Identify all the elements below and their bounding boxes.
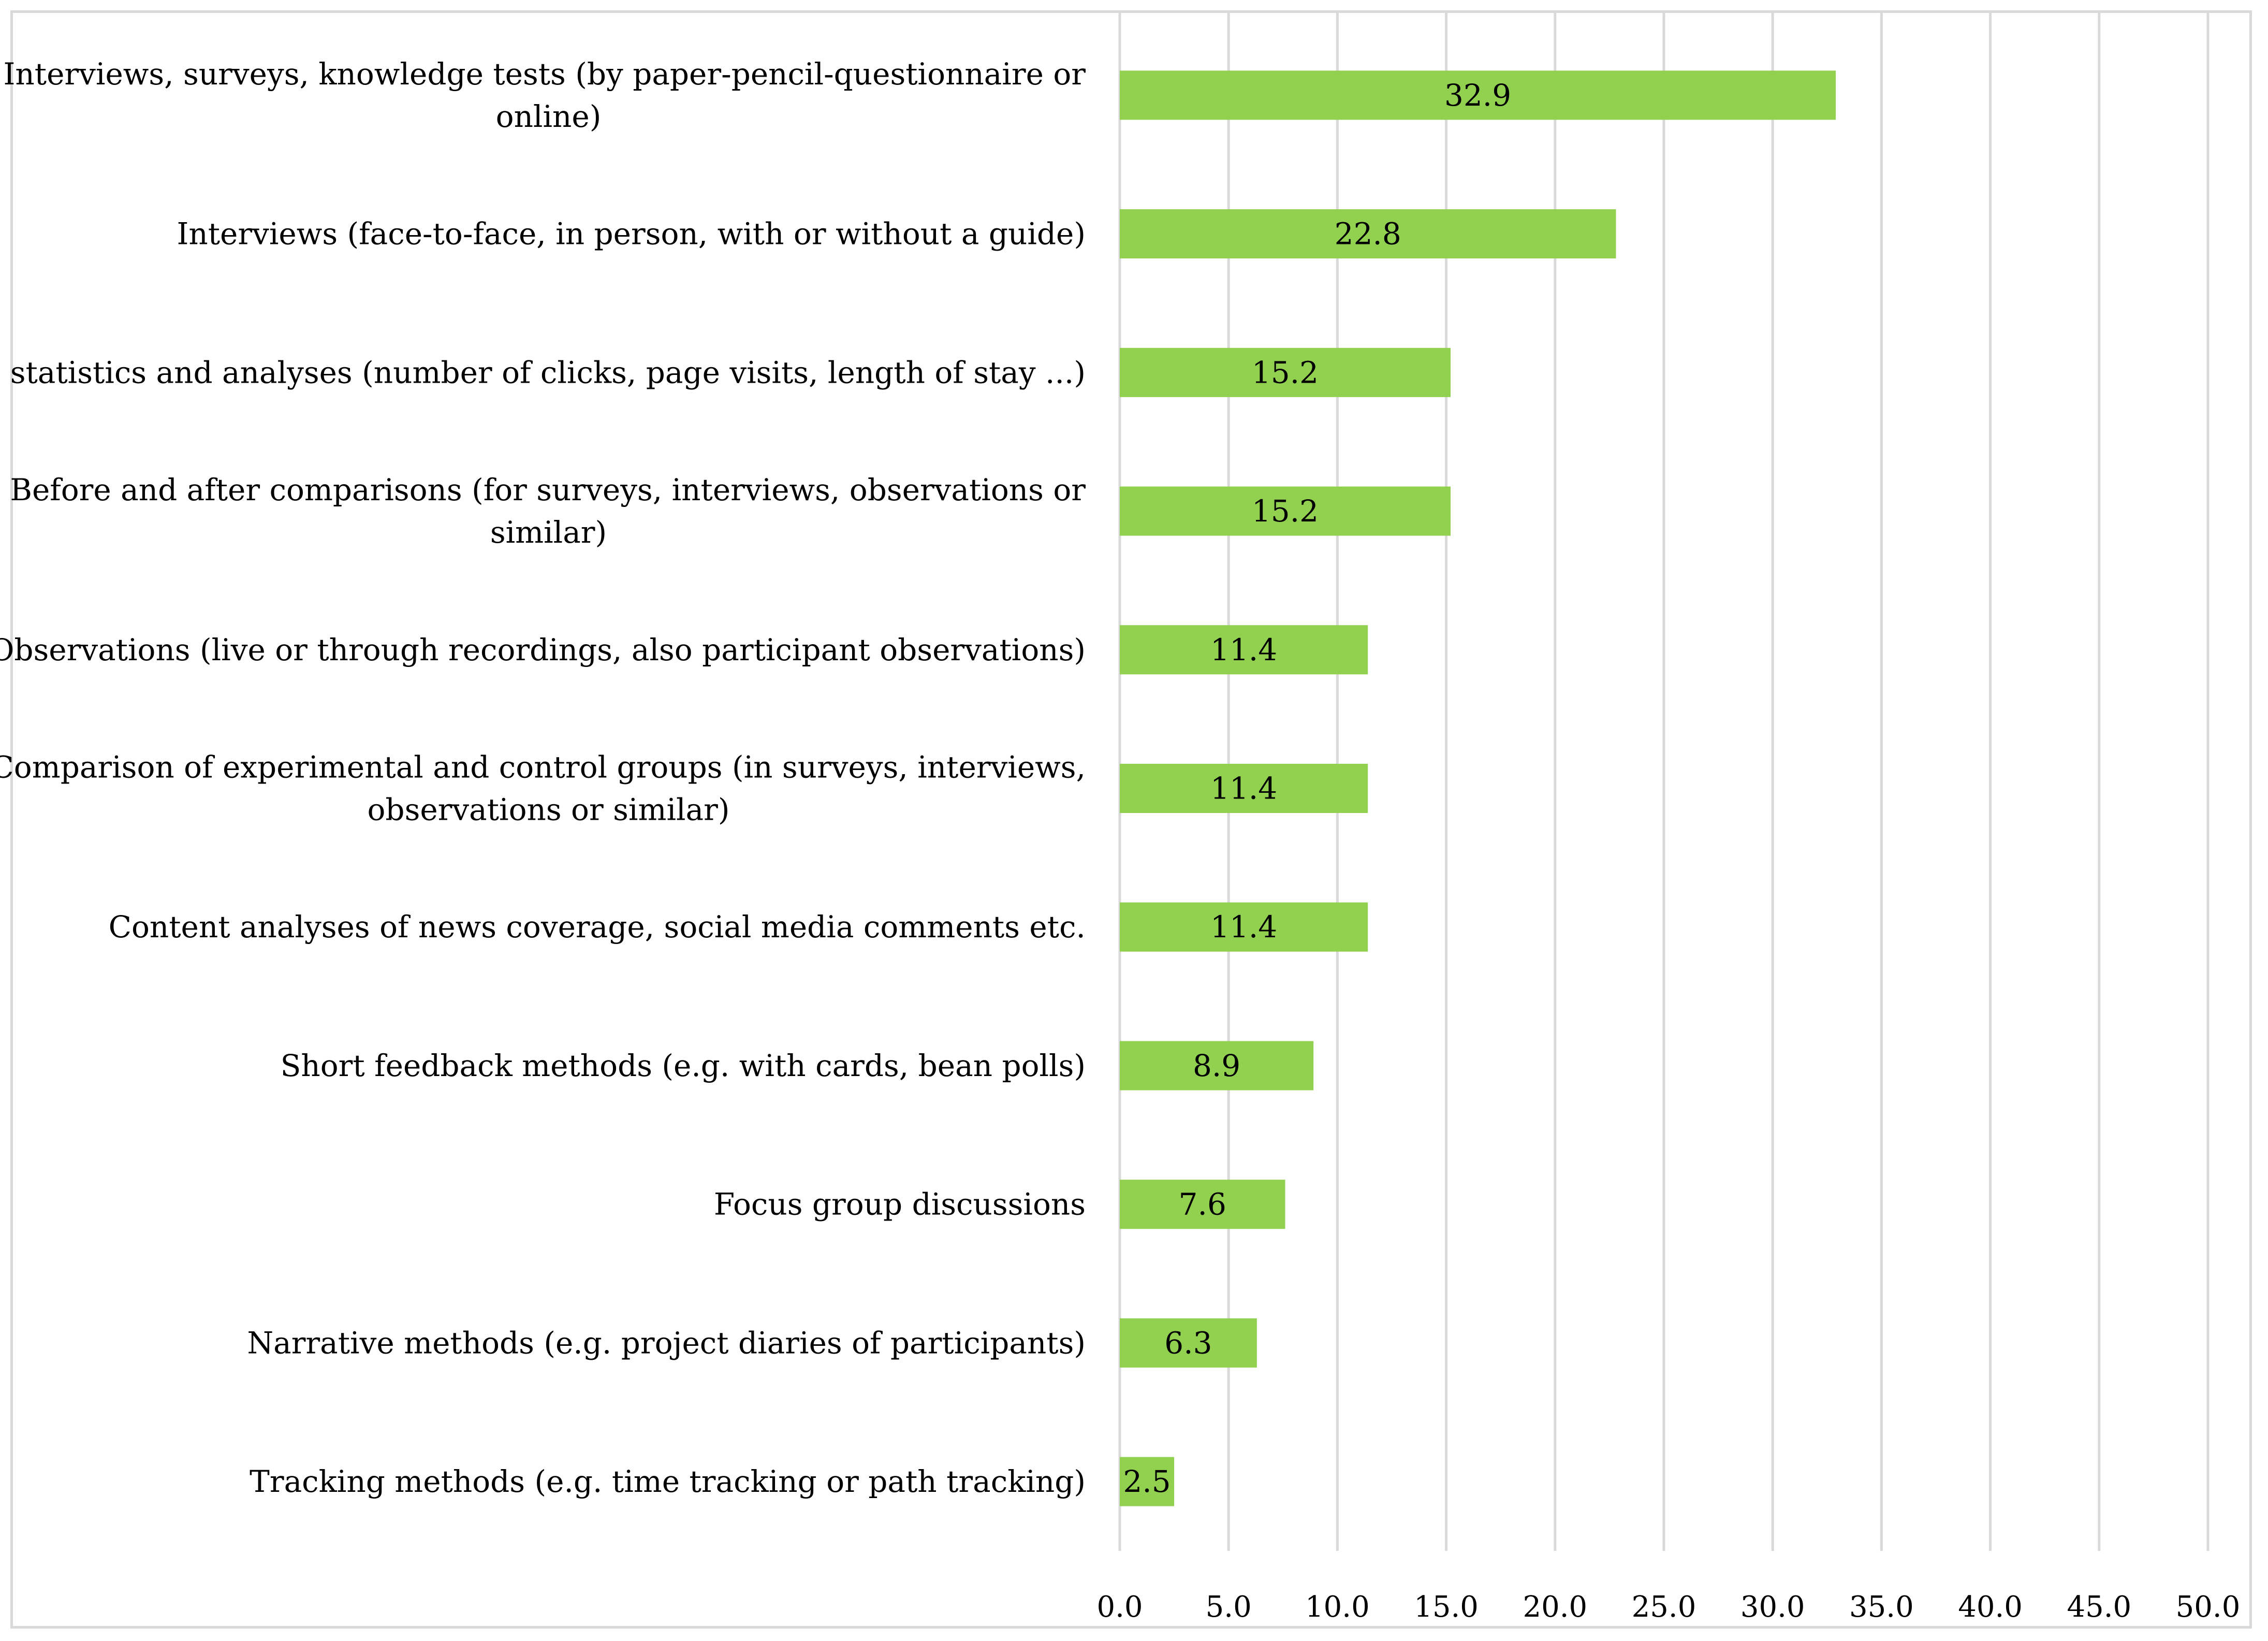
category-labels: Interviews, surveys, knowledge tests (by… xyxy=(0,56,1086,1499)
x-tick-label: 15.0 xyxy=(1414,1590,1479,1624)
category-label: Observations (live or through recordings… xyxy=(0,632,1086,667)
data-label: 11.4 xyxy=(1210,909,1277,945)
bar xyxy=(1120,1318,1257,1368)
category-label: Content analyses of news coverage, socia… xyxy=(109,909,1086,945)
x-tick-label: 25.0 xyxy=(1632,1590,1696,1624)
x-tick-label: 40.0 xyxy=(1958,1590,2023,1624)
category-label: Before and after comparisons (for survey… xyxy=(10,472,1086,507)
bar xyxy=(1120,1180,1285,1229)
bar xyxy=(1120,1041,1314,1091)
category-label: Comparison of experimental and control g… xyxy=(0,750,1086,785)
x-tick-label: 0.0 xyxy=(1096,1590,1143,1624)
x-tick-label: 50.0 xyxy=(2176,1590,2241,1624)
category-label: Interviews, surveys, knowledge tests (by… xyxy=(4,56,1086,92)
bars xyxy=(1120,70,1836,1506)
data-label: 2.5 xyxy=(1123,1464,1170,1499)
x-tick-label: 45.0 xyxy=(2067,1590,2131,1624)
bar xyxy=(1120,347,1451,397)
data-label: 8.9 xyxy=(1193,1048,1240,1083)
bar xyxy=(1120,1457,1175,1506)
category-label: Interviews (face-to-face, in person, wit… xyxy=(177,216,1086,252)
data-label: 7.6 xyxy=(1179,1187,1226,1222)
data-label: 11.4 xyxy=(1210,771,1277,806)
value-labels: 32.9 22.8 15.2 15.2 11.4 11.4 11.4 8.9 7.6 6.3 2.5 xyxy=(1123,78,1511,1499)
x-tick-label: 5.0 xyxy=(1206,1590,1252,1624)
category-label: Short feedback methods (e.g. with cards,… xyxy=(281,1048,1086,1083)
x-tick-label: 30.0 xyxy=(1740,1590,1805,1624)
category-label: online) xyxy=(496,99,602,134)
bar xyxy=(1120,625,1368,675)
data-label: 15.2 xyxy=(1252,493,1319,529)
x-tick-label: 10.0 xyxy=(1305,1590,1370,1624)
x-tick-label: 20.0 xyxy=(1523,1590,1587,1624)
category-label: Narrative methods (e.g. project diaries … xyxy=(247,1325,1086,1360)
data-label: 6.3 xyxy=(1164,1325,1212,1360)
bar xyxy=(1120,764,1368,813)
bar xyxy=(1120,902,1368,952)
category-label: Tracking methods (e.g. time tracking or … xyxy=(250,1464,1086,1499)
data-label: 22.8 xyxy=(1335,216,1401,252)
bar xyxy=(1120,70,1836,120)
data-label: 15.2 xyxy=(1252,355,1319,390)
category-label: Focus group discussions xyxy=(714,1187,1086,1222)
category-label: Web statistics and analyses (number of c… xyxy=(0,355,1086,390)
data-label: 11.4 xyxy=(1210,632,1277,667)
category-label: observations or similar) xyxy=(368,792,730,827)
x-tick-label: 35.0 xyxy=(1849,1590,1914,1624)
data-label: 32.9 xyxy=(1444,78,1511,113)
bar xyxy=(1120,209,1616,259)
x-axis-ticks: 0.0 5.0 10.0 15.0 20.0 25.0 30.0 35.0 40.0 45.0 50… xyxy=(1096,1590,2240,1624)
category-label: similar) xyxy=(490,515,607,550)
bar xyxy=(1120,486,1451,536)
grid-lines xyxy=(1118,11,2210,1551)
